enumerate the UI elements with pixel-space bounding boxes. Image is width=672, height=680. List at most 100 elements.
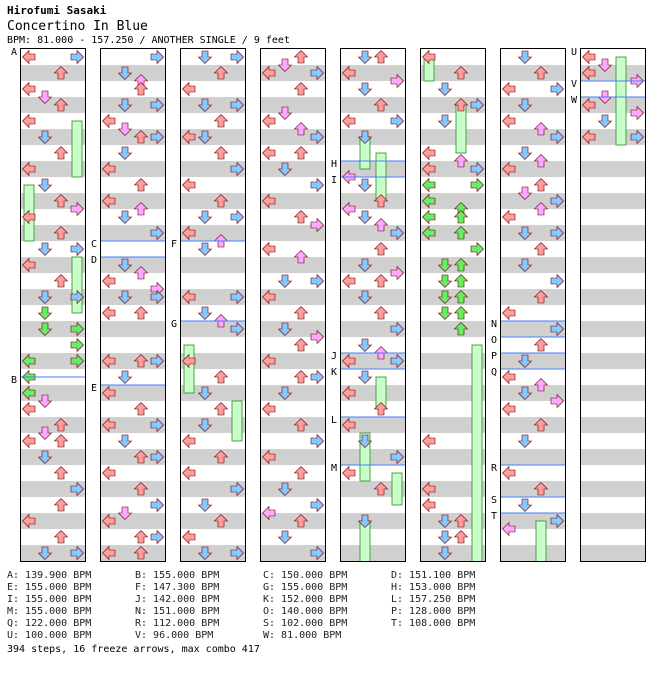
beat-band <box>501 289 565 305</box>
right-arrow-icon <box>470 97 484 113</box>
bpm-marker-label: Q <box>491 367 498 378</box>
up-arrow-icon <box>373 274 389 288</box>
right-arrow-icon <box>70 201 84 217</box>
up-arrow-icon <box>533 178 549 192</box>
down-arrow-icon <box>357 290 373 304</box>
left-arrow-icon <box>22 353 36 369</box>
left-arrow-icon <box>342 273 356 289</box>
down-arrow-icon <box>37 450 53 464</box>
down-arrow-icon <box>357 82 373 96</box>
beat-band <box>421 193 485 209</box>
arrow-layer <box>501 50 565 561</box>
up-arrow-icon <box>373 218 389 232</box>
up-arrow-icon <box>133 402 149 416</box>
chart-column <box>500 48 566 562</box>
down-arrow-icon <box>277 274 293 288</box>
beat-band <box>21 481 85 497</box>
up-arrow-icon <box>453 258 469 272</box>
beat-band <box>21 65 85 81</box>
down-arrow-icon <box>357 338 373 352</box>
right-arrow-icon <box>390 353 404 369</box>
right-arrow-icon <box>70 49 84 65</box>
right-arrow-icon <box>310 497 324 513</box>
beat-band <box>501 385 565 401</box>
right-arrow-icon <box>150 529 164 545</box>
left-arrow-icon <box>422 225 436 241</box>
left-arrow-icon <box>422 497 436 513</box>
right-arrow-icon <box>70 337 84 353</box>
beat-band <box>21 289 85 305</box>
left-arrow-icon <box>182 289 196 305</box>
up-arrow-icon <box>53 498 69 512</box>
up-arrow-icon <box>53 418 69 432</box>
right-arrow-icon <box>550 393 564 409</box>
up-arrow-icon <box>373 194 389 208</box>
beat-band <box>501 417 565 433</box>
bpm-marker-label: H <box>331 159 338 170</box>
down-arrow-icon <box>117 122 133 136</box>
right-arrow-icon <box>230 49 244 65</box>
down-arrow-icon <box>437 546 453 560</box>
beat-band <box>581 225 645 241</box>
up-arrow-icon <box>453 154 469 168</box>
up-arrow-icon <box>293 338 309 352</box>
beat-band <box>421 385 485 401</box>
down-arrow-icon <box>277 386 293 400</box>
down-arrow-icon <box>277 162 293 176</box>
beat-band <box>581 257 645 273</box>
left-arrow-icon <box>262 65 276 81</box>
left-arrow-icon <box>422 433 436 449</box>
up-arrow-icon <box>293 210 309 224</box>
down-arrow-icon <box>517 354 533 368</box>
down-arrow-icon <box>37 306 53 320</box>
left-arrow-icon <box>342 417 356 433</box>
up-arrow-icon <box>213 450 229 464</box>
up-arrow-icon <box>293 50 309 64</box>
right-arrow-icon <box>230 545 244 561</box>
up-arrow-icon <box>293 82 309 96</box>
beat-band <box>501 257 565 273</box>
up-arrow-icon <box>453 274 469 288</box>
up-arrow-icon <box>53 466 69 480</box>
beat-band <box>181 545 245 561</box>
left-arrow-icon <box>22 81 36 97</box>
beat-band <box>421 257 485 273</box>
beat-band <box>341 225 405 241</box>
down-arrow-icon <box>357 434 373 448</box>
beat-band <box>101 161 165 177</box>
down-arrow-icon <box>597 114 613 128</box>
down-arrow-icon <box>597 58 613 72</box>
right-arrow-icon <box>550 273 564 289</box>
bpm-legend-entry: I: 155.000 BPM <box>7 594 92 605</box>
up-arrow-icon <box>53 530 69 544</box>
down-arrow-icon <box>197 418 213 432</box>
beat-band <box>341 65 405 81</box>
beat-band <box>181 417 245 433</box>
right-arrow-icon <box>150 417 164 433</box>
beat-band <box>581 289 645 305</box>
bpm-marker-label: B <box>11 375 18 386</box>
right-arrow-icon <box>550 129 564 145</box>
up-arrow-icon <box>133 482 149 496</box>
left-arrow-icon <box>102 305 116 321</box>
beat-band <box>21 257 85 273</box>
up-arrow-icon <box>133 306 149 320</box>
bpm-legend-entry: B: 155.000 BPM <box>135 570 220 581</box>
freeze-arrow <box>471 344 483 561</box>
right-arrow-icon <box>310 545 324 561</box>
beat-band <box>581 385 645 401</box>
right-arrow-icon <box>310 273 324 289</box>
right-arrow-icon <box>150 49 164 65</box>
beat-band <box>501 97 565 113</box>
left-arrow-icon <box>342 353 356 369</box>
up-arrow-icon <box>213 194 229 208</box>
right-arrow-icon <box>70 545 84 561</box>
bpm-marker-label: U <box>571 47 578 58</box>
down-arrow-icon <box>117 210 133 224</box>
beat-band <box>181 449 245 465</box>
down-arrow-icon <box>117 66 133 80</box>
beat-band <box>421 161 485 177</box>
beat-band <box>21 193 85 209</box>
beat-band <box>501 193 565 209</box>
bpm-marker-label: P <box>491 351 498 362</box>
